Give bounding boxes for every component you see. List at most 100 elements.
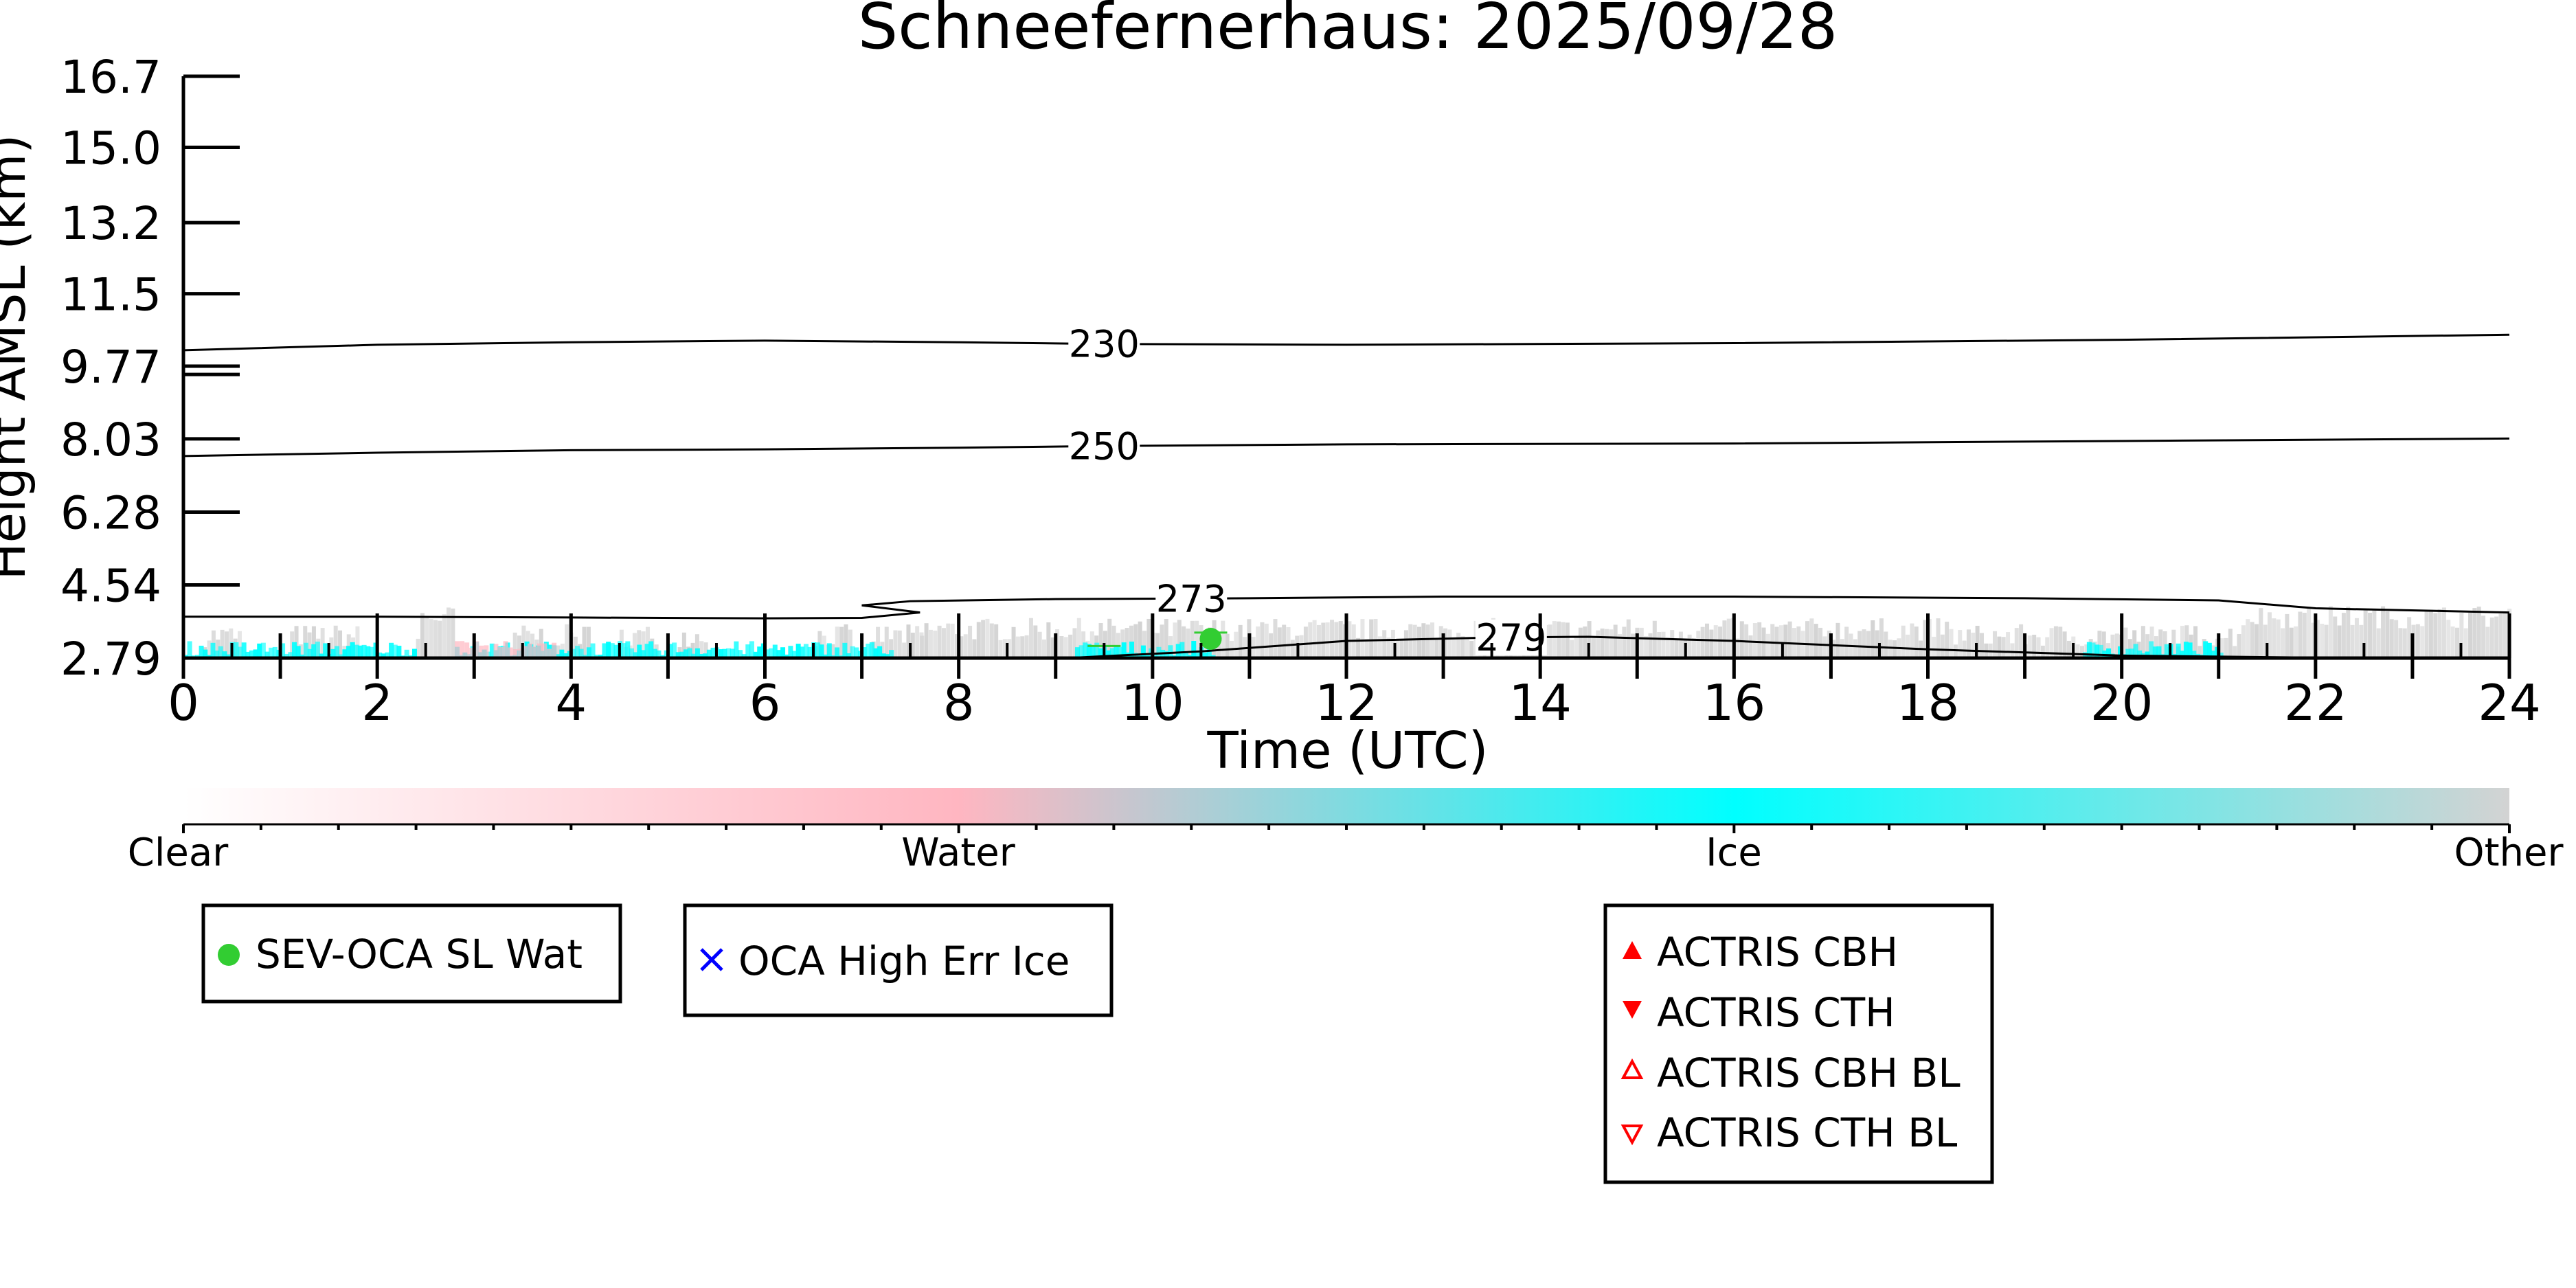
ice-cloud-column bbox=[307, 648, 313, 658]
ice-cloud-column bbox=[877, 646, 883, 658]
y-tick-label: 11.5 bbox=[60, 269, 161, 321]
other-cloud-column bbox=[1264, 623, 1269, 658]
ice-cloud-column bbox=[295, 646, 301, 658]
other-cloud-column bbox=[2363, 610, 2368, 658]
other-cloud-column bbox=[1661, 631, 1666, 658]
ice-cloud-column bbox=[354, 644, 359, 658]
other-cloud-column bbox=[2341, 613, 2346, 658]
other-cloud-column bbox=[438, 620, 442, 658]
other-cloud-column bbox=[1570, 640, 1574, 658]
other-cloud-column bbox=[1831, 640, 1836, 658]
ice-cloud-column bbox=[1179, 642, 1185, 658]
other-cloud-column bbox=[690, 642, 695, 658]
other-cloud-column bbox=[2224, 637, 2228, 658]
other-cloud-column bbox=[641, 631, 646, 658]
other-cloud-column bbox=[2354, 618, 2359, 658]
other-cloud-column bbox=[1561, 622, 1566, 658]
other-cloud-column bbox=[2472, 608, 2477, 658]
other-cloud-column bbox=[645, 626, 650, 658]
other-cloud-column bbox=[1277, 627, 1282, 658]
ice-cloud-column bbox=[335, 646, 340, 658]
other-cloud-column bbox=[1068, 634, 1073, 658]
other-cloud-column bbox=[1840, 639, 1844, 658]
other-cloud-column bbox=[2114, 633, 2119, 658]
ice-cloud-column bbox=[1164, 651, 1169, 658]
other-cloud-column bbox=[1622, 626, 1627, 658]
y-tick-label: 16.7 bbox=[60, 51, 161, 104]
other-cloud-column bbox=[2494, 616, 2499, 658]
other-cloud-column bbox=[1853, 639, 1857, 658]
ice-cloud-column bbox=[679, 651, 685, 658]
other-cloud-column bbox=[1587, 621, 1592, 658]
ice-cloud-column bbox=[819, 644, 824, 658]
other-cloud-column bbox=[238, 631, 242, 658]
ice-cloud-column bbox=[222, 651, 227, 658]
other-cloud-column bbox=[968, 625, 973, 658]
other-cloud-column bbox=[2045, 637, 2050, 658]
other-cloud-column bbox=[1133, 624, 1138, 658]
water-cloud-column bbox=[527, 643, 532, 658]
other-cloud-column bbox=[2075, 644, 2080, 658]
ice-cloud-column bbox=[2129, 648, 2134, 658]
other-cloud-column bbox=[1421, 623, 1426, 658]
water-cloud-column bbox=[469, 647, 475, 658]
ice-cloud-column bbox=[210, 642, 216, 658]
other-cloud-column bbox=[1631, 633, 1636, 658]
ice-cloud-column bbox=[1168, 645, 1173, 658]
other-cloud-column bbox=[1557, 621, 1561, 658]
other-cloud-column bbox=[1639, 627, 1644, 658]
other-cloud-column bbox=[2014, 628, 2019, 658]
other-cloud-column bbox=[1011, 626, 1016, 658]
other-cloud-column bbox=[1434, 639, 1439, 658]
other-cloud-column bbox=[1765, 633, 1770, 658]
other-cloud-column bbox=[1377, 636, 1382, 658]
other-cloud-column bbox=[1901, 625, 1906, 658]
ice-cloud-column bbox=[241, 642, 247, 658]
ice-cloud-column bbox=[257, 643, 262, 658]
other-cloud-column bbox=[1748, 635, 1753, 658]
other-cloud-column bbox=[889, 639, 894, 658]
other-cloud-column bbox=[2428, 609, 2433, 658]
other-cloud-column bbox=[1674, 638, 1679, 658]
ice-cloud-column bbox=[218, 646, 223, 658]
ice-cloud-column bbox=[765, 649, 770, 658]
ice-cloud-column bbox=[807, 646, 813, 658]
other-cloud-column bbox=[1709, 629, 1714, 658]
ice-cloud-column bbox=[226, 654, 231, 658]
other-cloud-column bbox=[2140, 626, 2145, 658]
other-cloud-column bbox=[2259, 608, 2263, 658]
x-tick-label: 22 bbox=[2284, 674, 2347, 732]
other-cloud-column bbox=[1221, 620, 1225, 658]
other-cloud-column bbox=[1665, 637, 1670, 658]
other-cloud-column bbox=[2180, 626, 2185, 658]
other-cloud-column bbox=[207, 640, 212, 658]
other-cloud-column bbox=[2394, 620, 2399, 658]
ice-cloud-column bbox=[245, 651, 251, 658]
colorbar-label-clear: Clear bbox=[128, 831, 229, 875]
water-cloud-column bbox=[547, 648, 552, 658]
other-cloud-column bbox=[2267, 612, 2272, 658]
other-cloud-column bbox=[2228, 629, 2233, 658]
other-cloud-column bbox=[586, 626, 591, 658]
other-cloud-column bbox=[848, 629, 852, 658]
ice-cloud-column bbox=[1140, 645, 1146, 658]
other-cloud-column bbox=[2066, 640, 2071, 658]
other-cloud-column bbox=[893, 630, 898, 658]
ice-cloud-column bbox=[238, 646, 243, 658]
ice-cloud-column bbox=[323, 643, 328, 658]
ice-cloud-column bbox=[187, 641, 192, 658]
ice-cloud-column bbox=[1195, 653, 1200, 658]
contour-label: 279 bbox=[1476, 616, 1546, 659]
colorbar-label-ice: Ice bbox=[1706, 831, 1762, 875]
legend-box bbox=[683, 903, 1114, 1017]
other-cloud-column bbox=[1330, 620, 1335, 658]
ice-cloud-column bbox=[1094, 642, 1100, 658]
ice-cloud-column bbox=[2152, 646, 2158, 658]
x-tick-label: 8 bbox=[943, 674, 975, 732]
water-cloud-column bbox=[484, 645, 489, 658]
water-cloud-column bbox=[522, 646, 528, 658]
other-cloud-column bbox=[224, 631, 229, 658]
ice-cloud-column bbox=[885, 654, 890, 658]
other-cloud-column bbox=[2424, 610, 2429, 658]
ice-cloud-column bbox=[672, 642, 677, 658]
